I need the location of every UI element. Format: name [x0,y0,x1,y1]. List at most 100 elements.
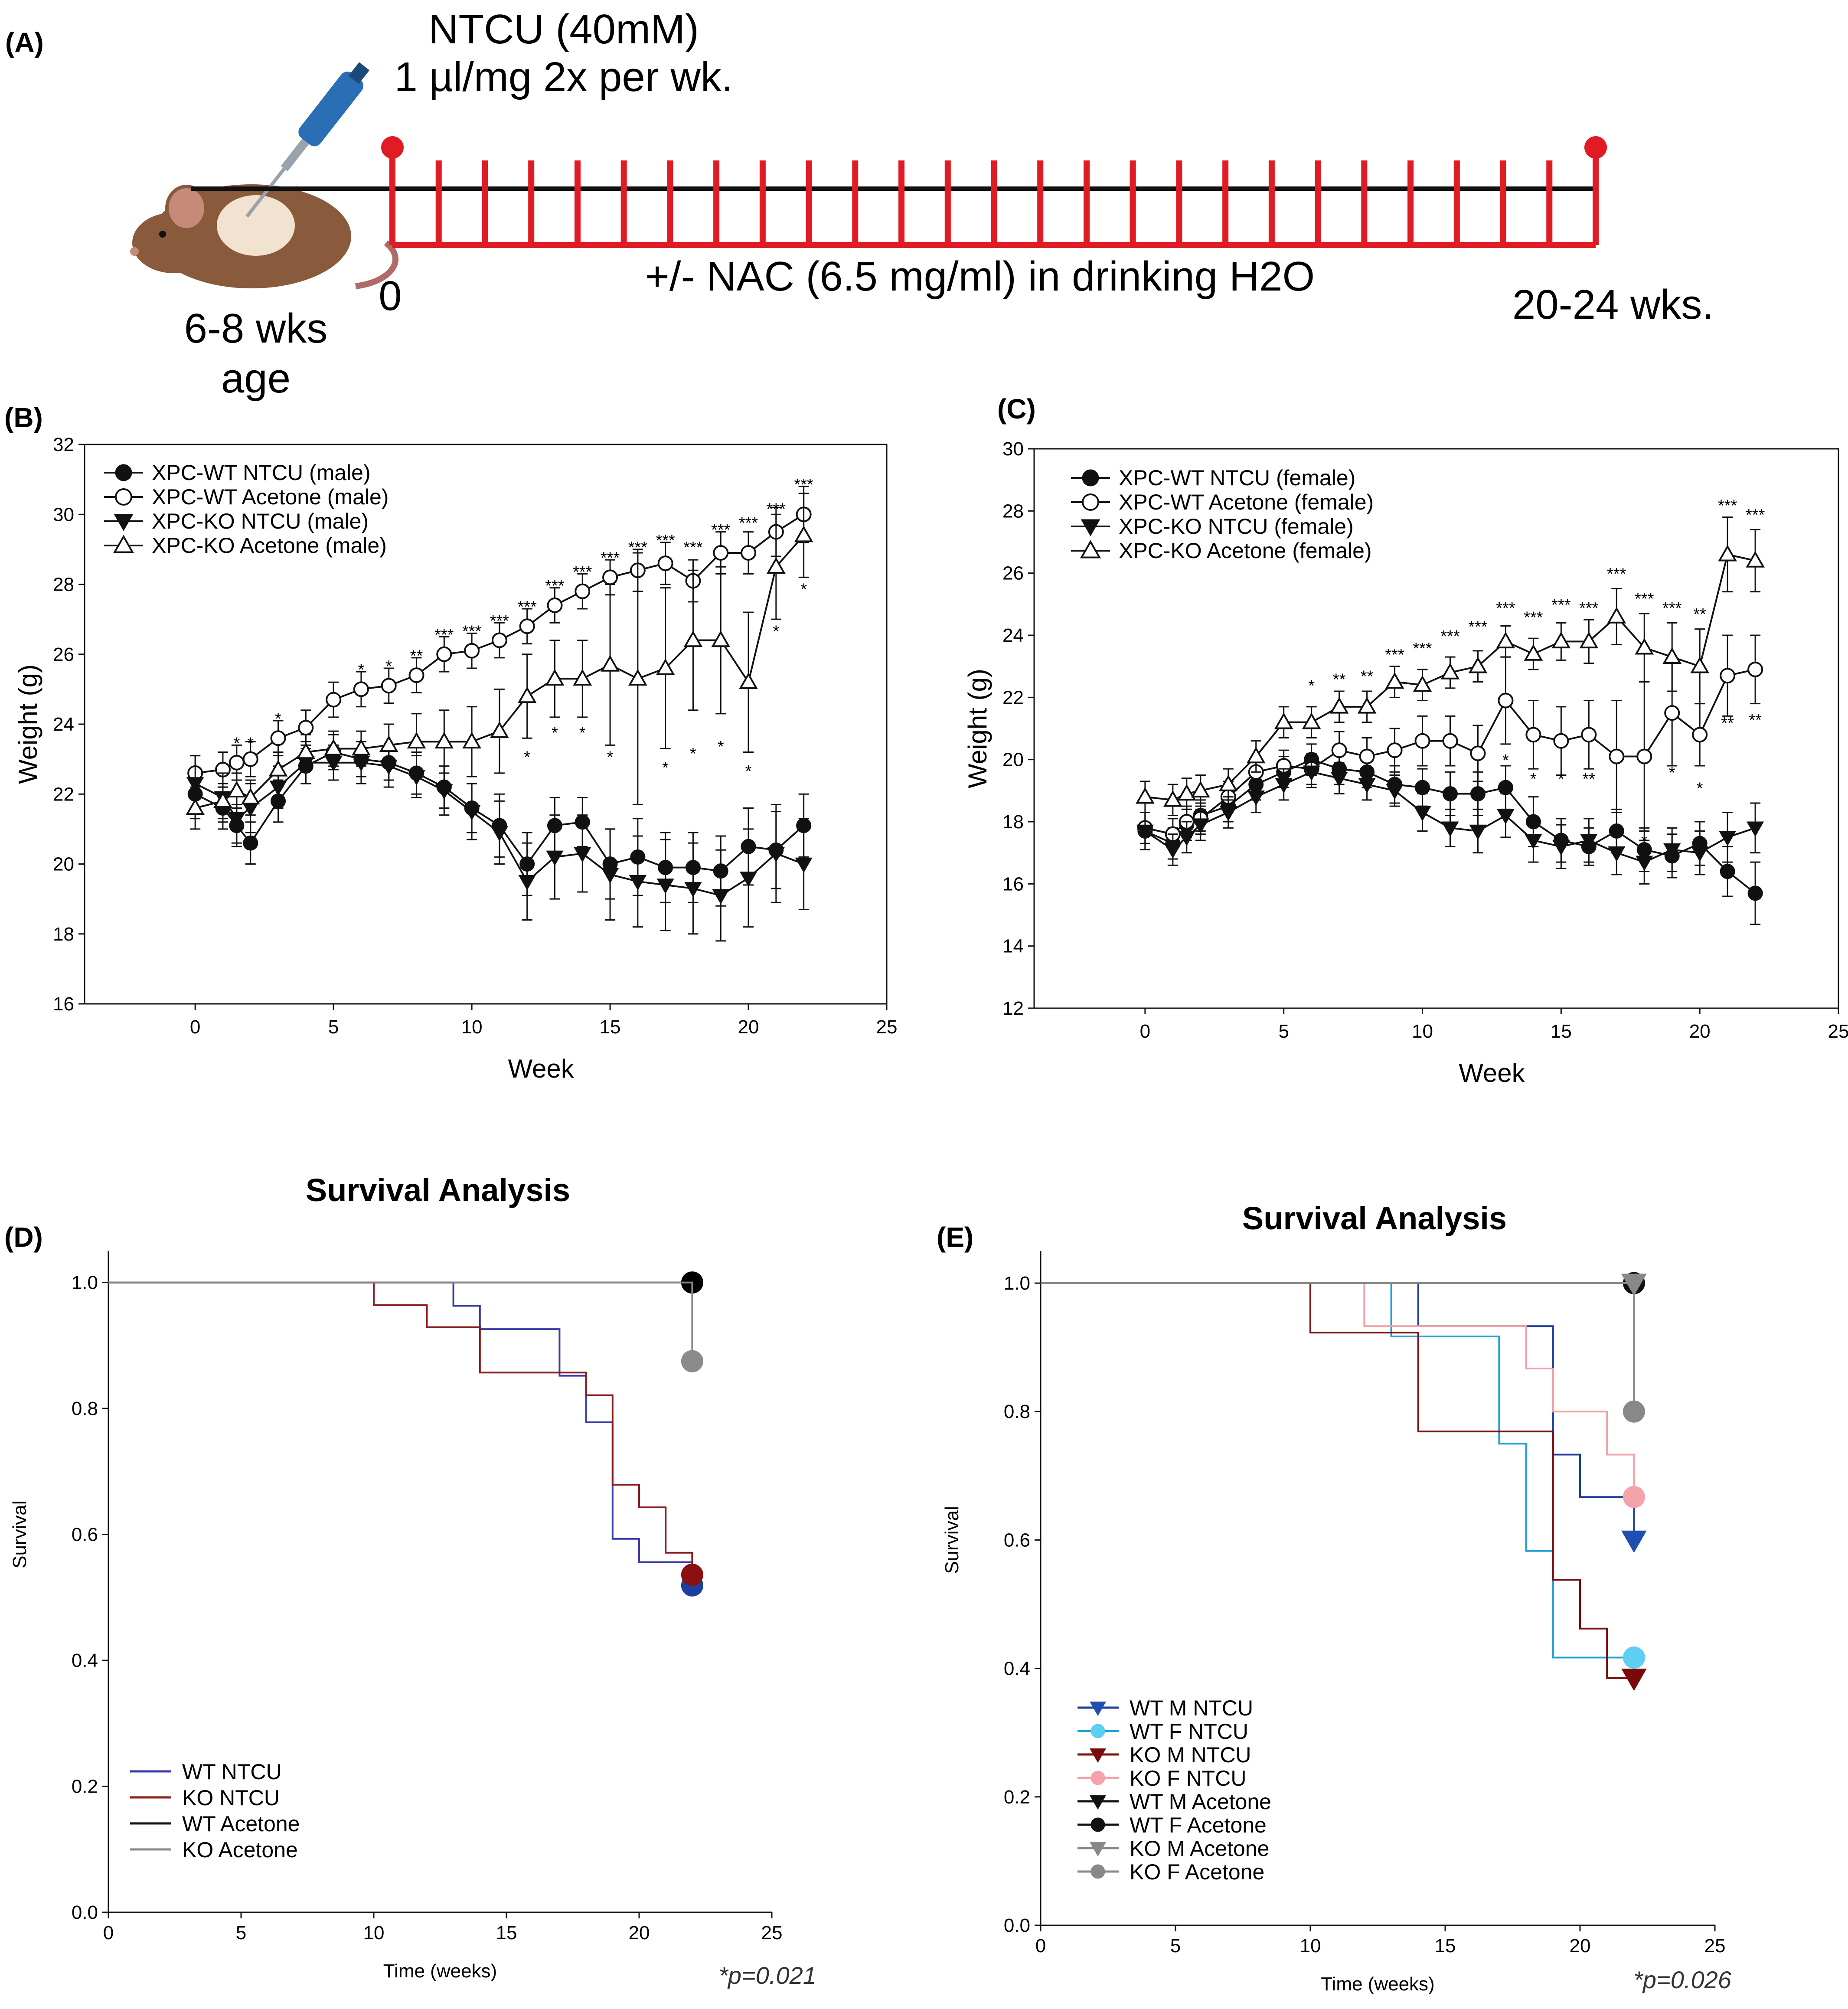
data-point [1177,784,1196,801]
data-point [1720,668,1736,684]
data-point [463,805,481,820]
panel-b-weight-chart: (B) 16 18 20 22 24 26 28 30 32 0 5 10 15 20 25 Week Weig… [4,402,897,1083]
y-tick-label: 16 [1002,873,1024,895]
timeline-start-label: 0 [379,273,402,319]
data-point [352,739,371,756]
data-point [518,875,536,891]
data-point [1552,840,1570,856]
data-point [1442,733,1458,749]
data-point [434,732,454,749]
data-point [1580,834,1598,849]
survival-curve [108,1281,693,1586]
data-point [601,868,619,884]
data-point [241,787,260,805]
legend-label: XPC-KO NTCU (male) [152,509,369,533]
data-point [1720,864,1735,879]
data-point [296,742,316,759]
data-point [491,632,507,648]
data-point [1246,747,1266,764]
legend: XPC-WT NTCU (female)XPC-WT Acetone (fema… [1071,466,1374,563]
x-tick-label: 10 [1412,1021,1433,1042]
legend-marker [115,464,132,481]
panel-d-label: (D) [4,1222,43,1253]
survival-curve [108,1281,693,1362]
data-point [1470,786,1486,801]
y-tick-label: 1.0 [1004,1273,1030,1294]
data-point [1525,727,1541,743]
data-point [1553,733,1569,749]
data-point [1331,742,1347,758]
data-point [629,875,646,891]
significance-mark: * [1697,780,1703,798]
x-tick-label: 20 [629,1922,650,1944]
significance-mark: * [275,710,281,728]
age-line1: 6-8 wks [184,305,328,352]
data-point [1386,784,1404,800]
y-tick-label: 26 [53,644,74,665]
x-axis-title: Time (weeks) [383,1960,497,1982]
data-point [1385,672,1404,689]
significance-mark: *** [1718,497,1737,515]
legend-label: WT F Acetone [1130,1813,1267,1837]
y-axis-title: Weight (g) [963,669,992,788]
significance-mark: *** [767,500,786,518]
x-tick-label: 5 [328,1016,339,1038]
legend-label: WT Acetone [182,1812,300,1836]
data-point [408,770,425,786]
data-point [1747,661,1763,677]
legend-label: KO NTCU [182,1786,280,1810]
significance-mark: ** [1333,671,1346,689]
data-point [1387,742,1403,758]
legend-label: XPC-WT Acetone (male) [152,485,389,509]
data-point [213,791,232,808]
data-point [1164,843,1182,859]
series-xpc-ko-acetone-female [1136,516,1765,817]
legend-label: KO F Acetone [1130,1860,1264,1884]
data-point [1469,824,1487,840]
data-point [602,569,618,585]
data-point [1136,787,1155,804]
data-point [227,781,246,797]
pipette-icon [245,62,369,218]
y-axis-title: Survival [9,1500,30,1568]
data-point [517,686,537,703]
y-tick-label: 24 [1002,625,1024,646]
y-tick-label: 22 [53,784,74,805]
x-tick-label: 5 [1278,1021,1289,1042]
data-point [656,658,675,675]
data-point [1413,675,1432,692]
censor-marker [1621,1669,1647,1691]
data-point [243,835,258,851]
data-point [1136,824,1154,840]
pipette-tip [245,167,286,218]
data-point [1608,846,1626,862]
data-point [1662,647,1682,664]
significance-mark: * [1530,770,1537,788]
p-value: *p=0.021 [718,1962,816,1989]
significance-mark: * [552,724,558,742]
data-point [270,730,286,746]
legend-label: XPC-KO Acetone (female) [1119,539,1372,563]
data-point [1219,806,1237,821]
legend-label: WT F NTCU [1130,1719,1248,1744]
legend: XPC-WT NTCU (male)XPC-WT Acetone (male)X… [104,461,389,558]
series-xpc-ko-ntcu-female [1136,756,1764,885]
x-tick-label: 10 [1300,1935,1321,1957]
significance-mark: *** [656,532,675,550]
data-point [1163,790,1182,807]
legend-marker [114,514,134,531]
survival-ko-acetone [108,1281,703,1372]
y-axis-title: Weight (g) [13,664,42,784]
data-point [1498,780,1513,795]
censor-marker [1623,1400,1645,1423]
data-point [229,755,245,771]
legend-marker [1081,519,1100,536]
significance-mark: *** [1524,608,1543,627]
significance-mark: *** [434,626,454,644]
significance-mark: ** [1361,668,1374,686]
data-point [794,526,813,542]
data-point [324,739,343,756]
x-tick-label: 10 [363,1922,385,1944]
x-tick-label: 20 [738,1016,759,1038]
